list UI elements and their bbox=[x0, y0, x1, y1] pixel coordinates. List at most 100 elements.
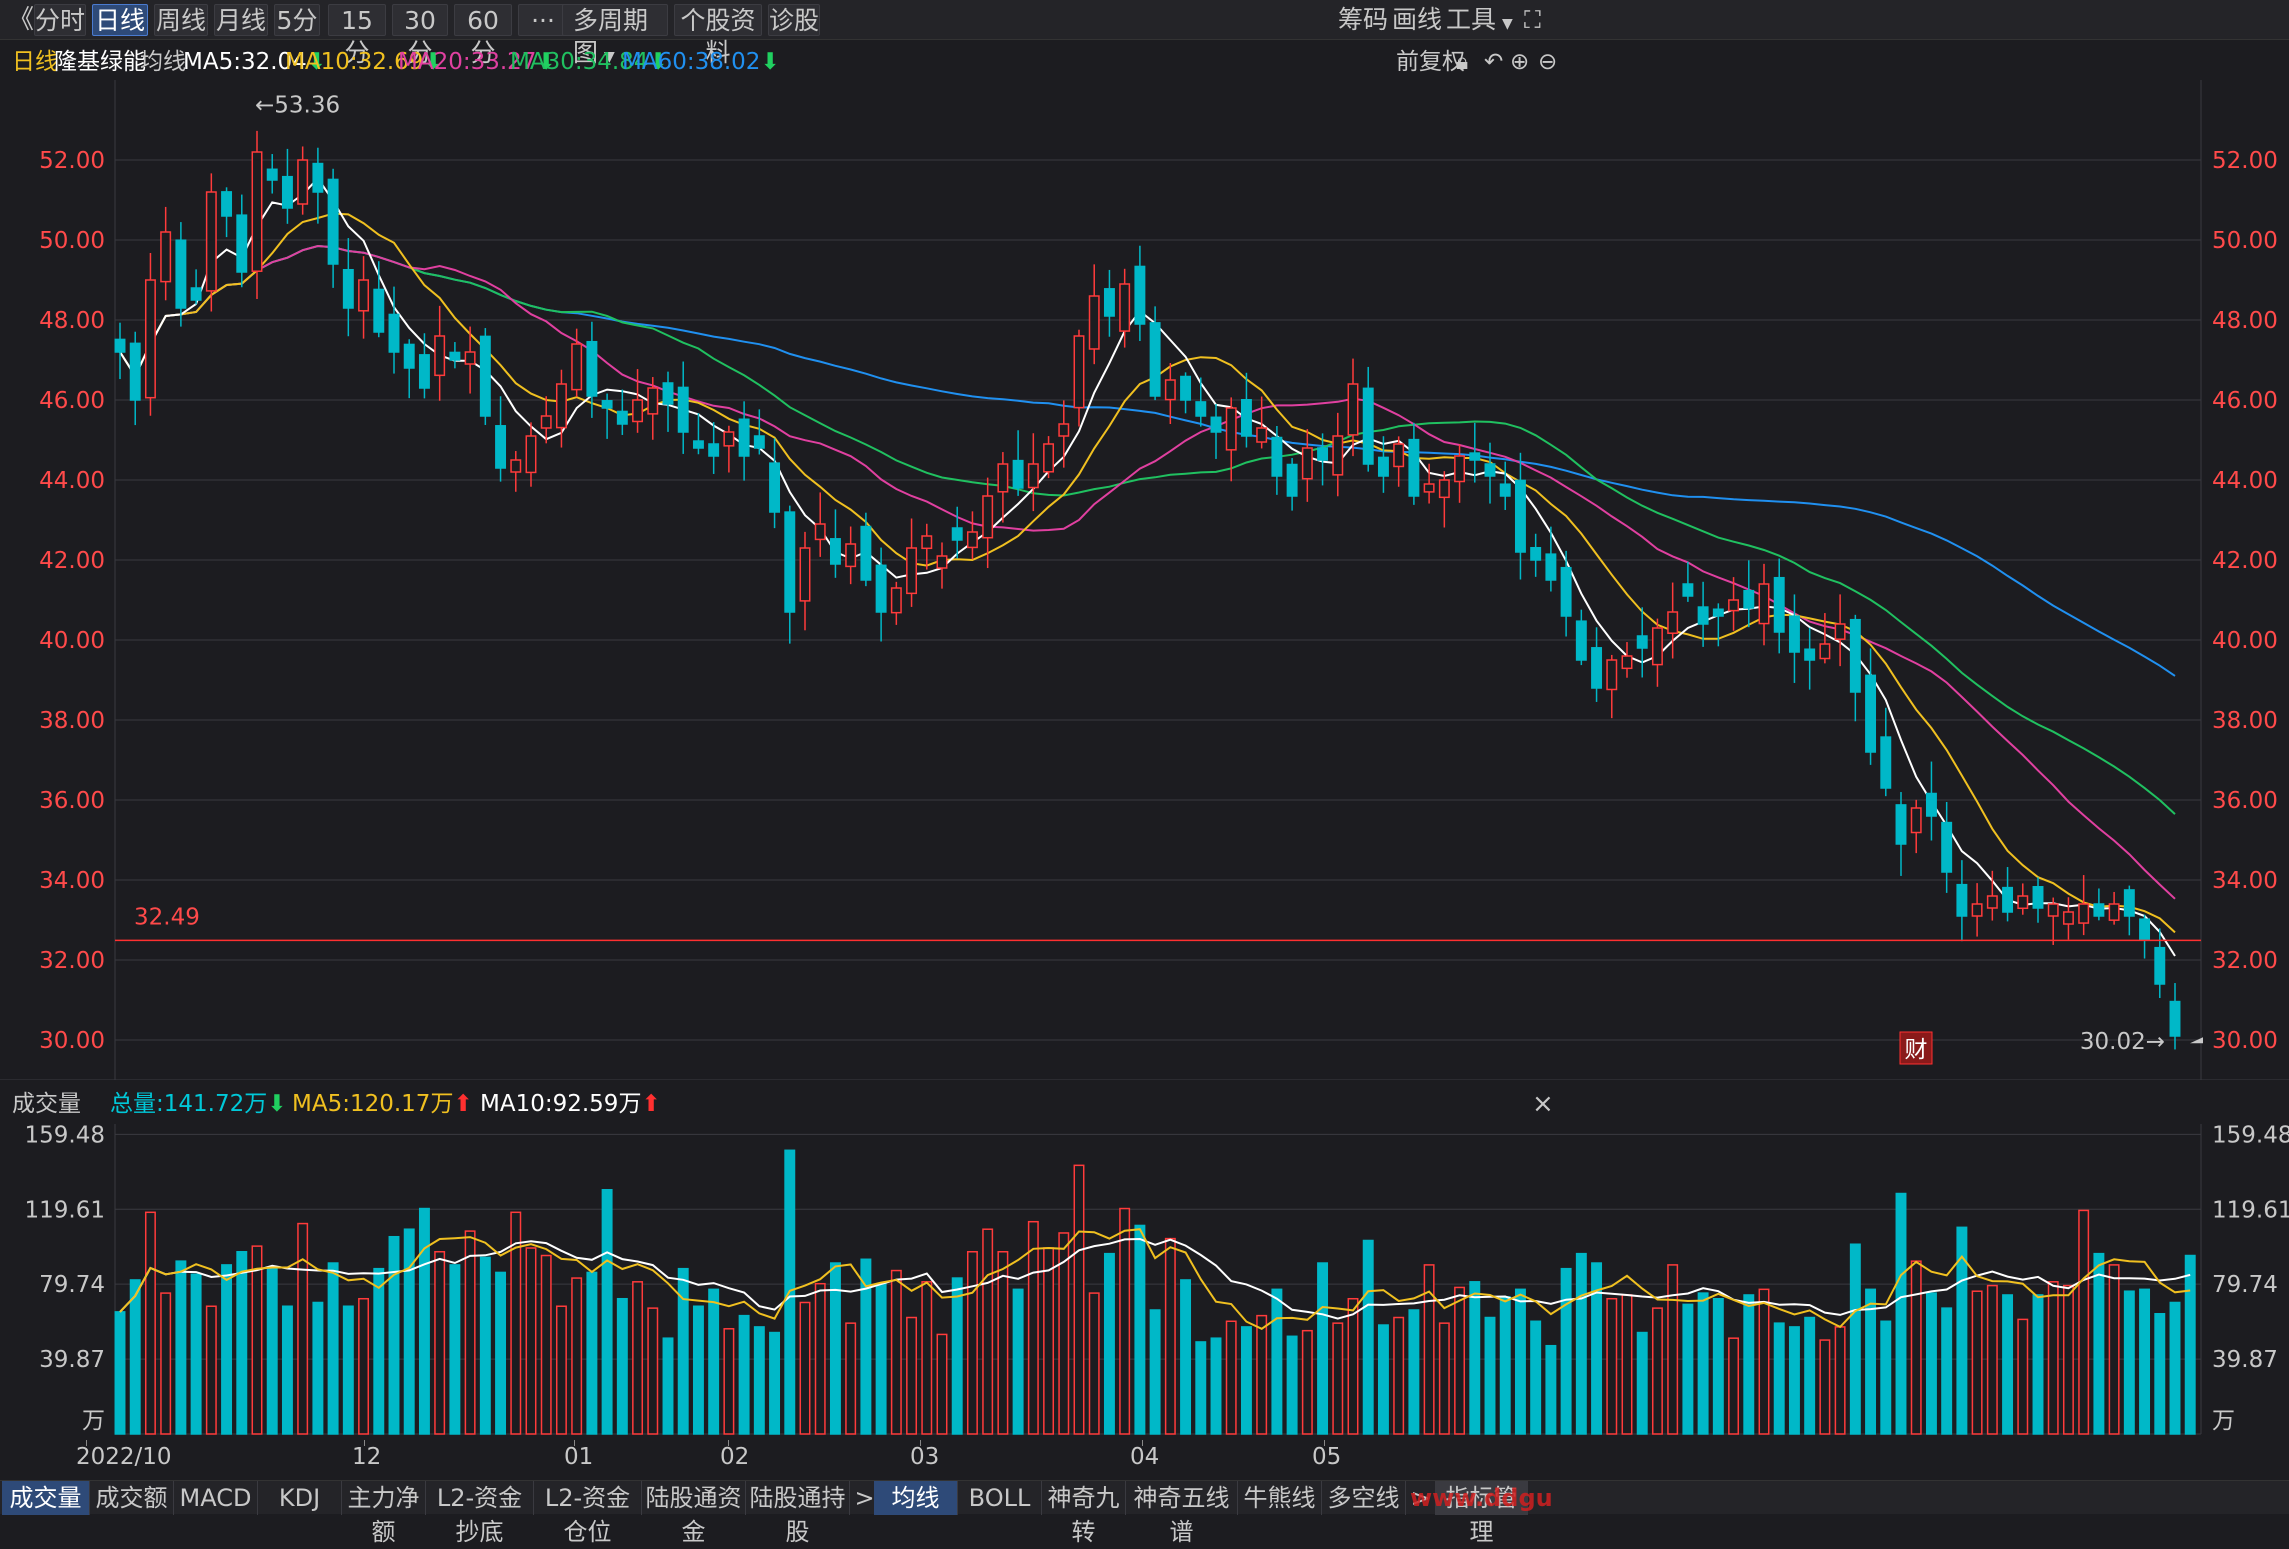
lock-icon[interactable]: 🔒︎ bbox=[1456, 49, 1469, 75]
price-tick-right: 46.00 bbox=[2212, 388, 2278, 414]
price-tick-left: 34.00 bbox=[39, 868, 105, 894]
indicator-tab-8[interactable]: 陆股通持股 bbox=[746, 1481, 850, 1546]
volume-bar bbox=[540, 1254, 552, 1435]
candle-body bbox=[1134, 265, 1146, 325]
stock-profile-button[interactable]: 个股资料 bbox=[674, 4, 762, 67]
candle-body bbox=[692, 440, 704, 449]
zoom-out-icon[interactable]: ⊖ bbox=[1538, 49, 1558, 75]
candle-body bbox=[951, 527, 963, 541]
volume-bar bbox=[1027, 1220, 1039, 1435]
volume-bar bbox=[1301, 1329, 1313, 1435]
indicator-tab-0[interactable]: 成交量 bbox=[2, 1481, 90, 1515]
candle-body bbox=[205, 191, 217, 292]
period-tab-0[interactable]: 分时 bbox=[34, 4, 86, 36]
period-tab-2[interactable]: 周线 bbox=[154, 4, 208, 36]
volume-bar bbox=[708, 1288, 720, 1435]
period-tab-1[interactable]: 日线 bbox=[92, 4, 148, 36]
volume-bar bbox=[1545, 1344, 1557, 1435]
volume-bar bbox=[586, 1271, 598, 1435]
candle-body bbox=[860, 525, 872, 581]
candle-body bbox=[1560, 566, 1572, 617]
indicator-tab-6[interactable]: L2-资金仓位 bbox=[534, 1481, 642, 1546]
candle-body bbox=[1910, 807, 1922, 834]
date-tick bbox=[728, 1440, 729, 1446]
tools-dropdown[interactable]: 工具 ▼ bbox=[1446, 4, 1513, 36]
overlay-tab-0[interactable]: 均线 bbox=[874, 1481, 958, 1515]
volume-bar bbox=[1317, 1262, 1329, 1435]
candle-body bbox=[1317, 447, 1329, 461]
volume-chart[interactable]: 159.48 159.48 119.61 119.61 79.74 79.74 39.87 3… bbox=[0, 1124, 2289, 1442]
candle-body bbox=[799, 547, 811, 602]
candle-body bbox=[1804, 648, 1816, 661]
volume-bar bbox=[1895, 1192, 1907, 1435]
overlay-tab-4[interactable]: 牛熊线 bbox=[1238, 1481, 1322, 1515]
date-tick bbox=[574, 1440, 575, 1446]
overlay-tab-1[interactable]: BOLL bbox=[958, 1481, 1042, 1515]
period-tab-7[interactable]: 60分 bbox=[454, 4, 512, 67]
indicator-tab-2[interactable]: MACD bbox=[174, 1481, 258, 1515]
ma20-line bbox=[119, 244, 2176, 900]
volume-bar bbox=[327, 1262, 339, 1435]
volume-bar bbox=[358, 1297, 370, 1435]
price-tick-left: 52.00 bbox=[39, 148, 105, 174]
overlay-tab-5[interactable]: 多空线 bbox=[1322, 1481, 1406, 1515]
adjust-mode-label[interactable]: 前复权 bbox=[1396, 49, 1465, 75]
candle-body bbox=[388, 313, 400, 353]
candle-body bbox=[2078, 903, 2090, 924]
draw-line-button[interactable]: 画线 bbox=[1392, 5, 1443, 34]
candle-body bbox=[784, 511, 796, 613]
indicator-tab-3[interactable]: KDJ bbox=[258, 1481, 342, 1515]
close-icon[interactable]: × bbox=[1532, 1089, 1554, 1119]
finance-badge[interactable] bbox=[1899, 1031, 1933, 1065]
volume-bar bbox=[2062, 1284, 2074, 1435]
zoom-in-icon[interactable]: ⊕ bbox=[1510, 49, 1530, 75]
candle-body bbox=[495, 425, 507, 469]
overlay-tab-3[interactable]: 神奇五线谱 bbox=[1126, 1481, 1238, 1546]
volume-bar bbox=[632, 1281, 644, 1435]
chips-button[interactable]: 筹码 bbox=[1338, 5, 1389, 34]
volume-bar bbox=[1423, 1264, 1435, 1435]
date-tick bbox=[1324, 1440, 1325, 1446]
volume-bar bbox=[510, 1211, 522, 1435]
top-toolbar: 《 分时 日线 周线 月线 5分 15分 30分 60分 ··· 多周期图 ▼ 个股资料 诊股 … bbox=[0, 0, 2289, 67]
fullscreen-icon[interactable]: ⛶ bbox=[1524, 6, 1541, 34]
undo-icon[interactable]: ↶ bbox=[1484, 49, 1504, 75]
overlay-tabs-scroll-button[interactable]: > bbox=[1406, 1481, 1436, 1515]
more-periods-button[interactable]: ··· bbox=[518, 4, 568, 36]
finance-badge-label: 财 bbox=[1905, 1037, 1928, 1063]
volume-bar bbox=[921, 1281, 933, 1435]
candle-body bbox=[1149, 322, 1161, 397]
candle-body bbox=[966, 531, 978, 549]
price-chart[interactable]: 52.00 50.00 48.00 46.00 44.00 42.00 40.00 38.00… bbox=[0, 80, 2289, 1080]
date-label: 02 bbox=[720, 1444, 750, 1470]
date-axis: 2022/10 12 01 02 03 04 05 bbox=[0, 1440, 2289, 1476]
multi-period-dropdown[interactable]: 多周期图 ▼ bbox=[562, 4, 668, 67]
chevron-down-icon: ▼ bbox=[1502, 16, 1513, 32]
price-tick-right: 32.00 bbox=[2212, 948, 2278, 974]
candle-body bbox=[1499, 483, 1511, 497]
price-tick-left: 46.00 bbox=[39, 388, 105, 414]
indicator-tab-7[interactable]: 陆股通资金 bbox=[642, 1481, 746, 1546]
volume-bar bbox=[2139, 1288, 2151, 1435]
period-tab-4[interactable]: 5分 bbox=[274, 4, 320, 36]
volume-bar bbox=[1103, 1252, 1115, 1435]
volume-bar bbox=[525, 1247, 537, 1435]
volume-unit-right: 万 bbox=[2212, 1408, 2235, 1434]
period-tab-6[interactable]: 30分 bbox=[392, 4, 448, 67]
volume-bar bbox=[1073, 1164, 1085, 1435]
diagnose-button[interactable]: 诊股 bbox=[768, 4, 820, 36]
indicator-tab-1[interactable]: 成交额 bbox=[90, 1481, 174, 1515]
period-tab-3[interactable]: 月线 bbox=[214, 4, 268, 36]
candle-body bbox=[814, 523, 826, 541]
price-tick-right: 30.00 bbox=[2212, 1028, 2278, 1054]
back-icon[interactable]: 《 bbox=[8, 5, 35, 35]
candle-body bbox=[997, 463, 1009, 493]
indicator-tab-4[interactable]: 主力净额 bbox=[342, 1481, 426, 1546]
volume-bar bbox=[144, 1211, 156, 1435]
price-tick-left: 48.00 bbox=[39, 308, 105, 334]
volume-bar bbox=[221, 1264, 233, 1435]
period-tab-5[interactable]: 15分 bbox=[328, 4, 386, 67]
overlay-tab-2[interactable]: 神奇九转 bbox=[1042, 1481, 1126, 1546]
indicator-tab-5[interactable]: L2-资金抄底 bbox=[426, 1481, 534, 1546]
price-tick-left: 32.00 bbox=[39, 948, 105, 974]
